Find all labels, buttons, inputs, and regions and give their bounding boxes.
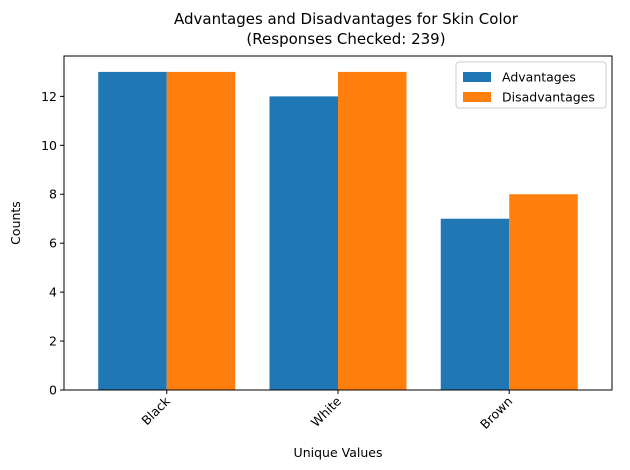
y-tick-label: 8 bbox=[49, 187, 57, 202]
y-axis: 0 2 4 6 8 10 12 bbox=[41, 89, 64, 398]
y-tick-label: 0 bbox=[49, 383, 57, 398]
y-tick-label: 2 bbox=[49, 334, 57, 349]
x-axis-label: Unique Values bbox=[294, 445, 383, 460]
bar-disadvantages-black bbox=[166, 71, 236, 391]
y-tick-label: 6 bbox=[49, 236, 57, 251]
bars-group bbox=[98, 71, 578, 391]
legend-label-advantages: Advantages bbox=[502, 70, 576, 85]
bar-disadvantages-white bbox=[338, 71, 407, 391]
y-tick-label: 12 bbox=[41, 89, 57, 104]
x-axis: Black White Brown bbox=[138, 390, 515, 432]
legend: Advantages Disadvantages bbox=[455, 61, 607, 109]
x-tick-label-white: White bbox=[308, 393, 345, 430]
plot-frame bbox=[63, 55, 613, 391]
legend-swatch-advantages bbox=[463, 72, 491, 82]
x-tick-label-black: Black bbox=[138, 393, 173, 428]
legend-label-disadvantages: Disadvantages bbox=[502, 90, 595, 105]
y-axis-label: Counts bbox=[8, 201, 23, 245]
legend-box bbox=[455, 61, 607, 109]
y-tick-label: 4 bbox=[49, 285, 57, 300]
bar-advantages-brown bbox=[440, 218, 510, 390]
chart-title: Advantages and Disadvantages for Skin Co… bbox=[174, 10, 519, 28]
bar-advantages-white bbox=[269, 96, 338, 390]
bar-disadvantages-brown bbox=[509, 194, 578, 390]
legend-swatch-disadvantages bbox=[463, 92, 491, 102]
x-tick-label-brown: Brown bbox=[477, 394, 515, 432]
bar-advantages-black bbox=[98, 71, 167, 391]
y-tick-label: 10 bbox=[41, 138, 57, 153]
chart-subtitle: (Responses Checked: 239) bbox=[246, 30, 445, 48]
